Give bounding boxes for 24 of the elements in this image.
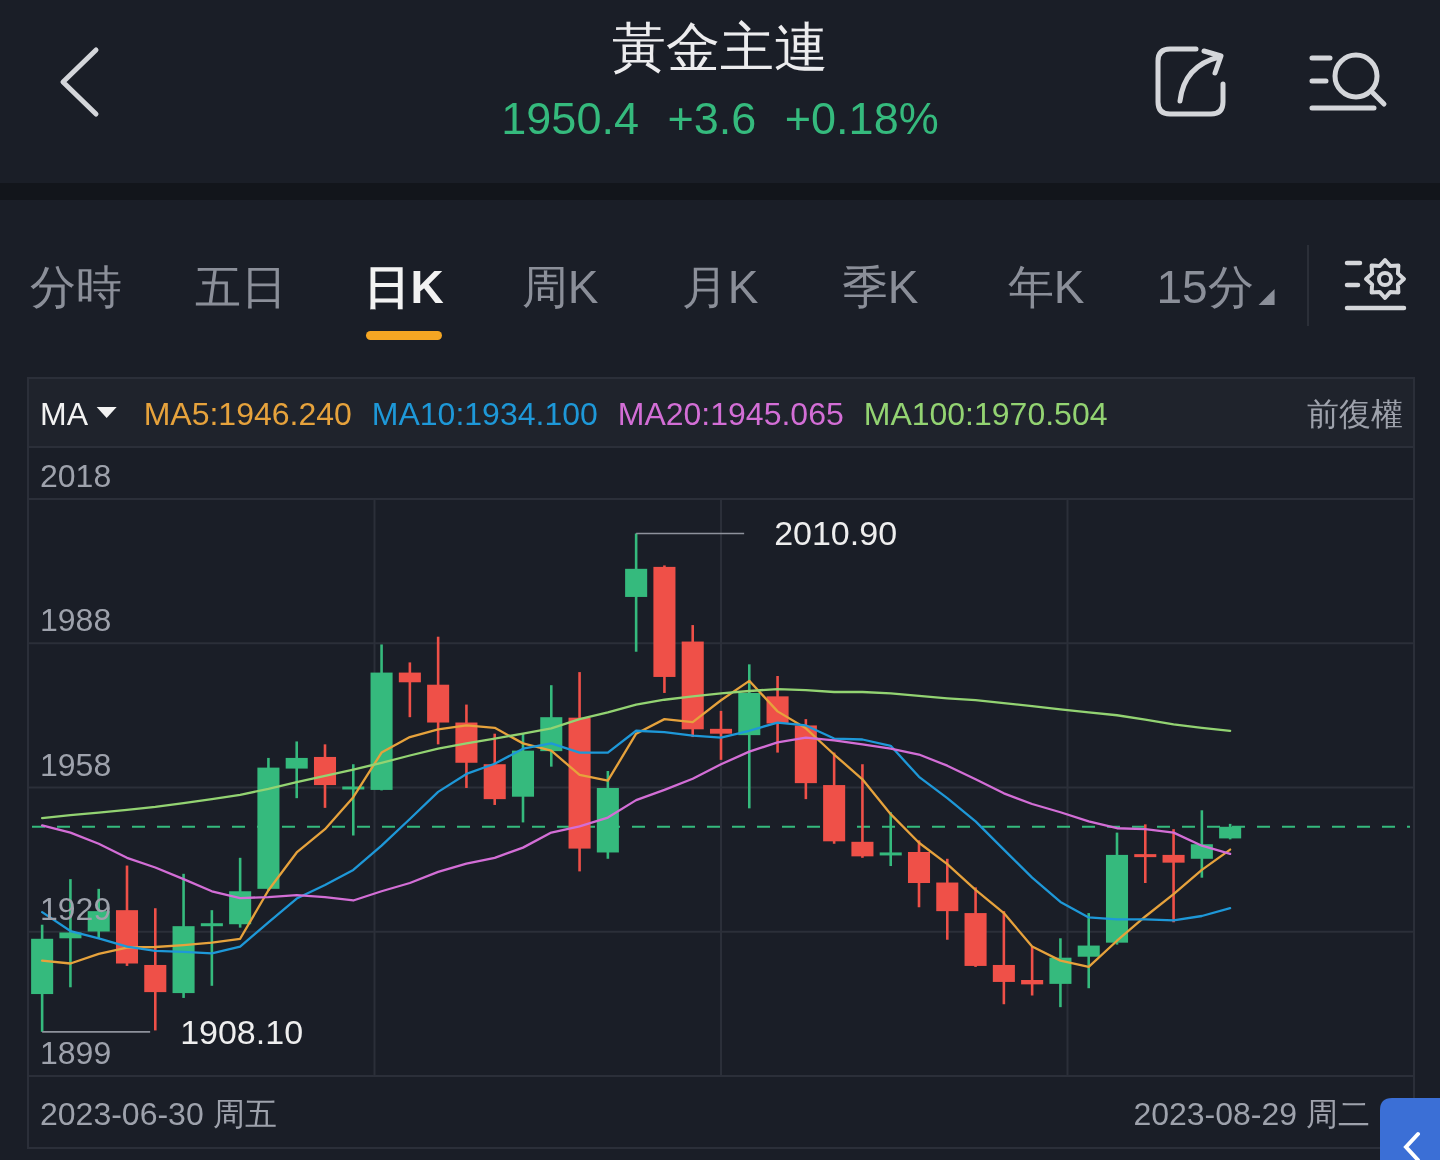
text: 五日: [195, 261, 287, 313]
annotation: 2010.90: [774, 514, 898, 553]
chart-subtitle: 1950.4 +3.6 +0.18%: [501, 93, 939, 144]
text: MA5:1946.240: [143, 396, 352, 432]
text: 周K: [521, 261, 599, 313]
y-tick-label: 1988: [40, 602, 112, 639]
text: 季K: [841, 261, 919, 313]
y-tick-label: 2018: [40, 458, 112, 494]
annotation: 1908.10: [180, 1012, 304, 1051]
text: MA100:1970.504: [863, 396, 1108, 432]
y-tick-label: 1958: [40, 746, 112, 783]
text: 年K: [1007, 261, 1085, 313]
text: 前復權: [1307, 396, 1403, 432]
y-tick-label: 1899: [40, 1035, 112, 1071]
text: 日K: [364, 261, 444, 313]
text: MA10:1934.100: [371, 396, 598, 432]
text: 2023-06-30 周五: [40, 1096, 277, 1132]
text: 月K: [681, 261, 759, 313]
text: 15分: [1156, 261, 1254, 313]
text: MA: [40, 396, 89, 432]
text: 分時: [30, 261, 122, 313]
chart-title: 黃金主連: [612, 17, 828, 77]
text: 2023-08-29 周二: [1133, 1096, 1370, 1132]
text: MA20:1945.065: [617, 396, 844, 432]
